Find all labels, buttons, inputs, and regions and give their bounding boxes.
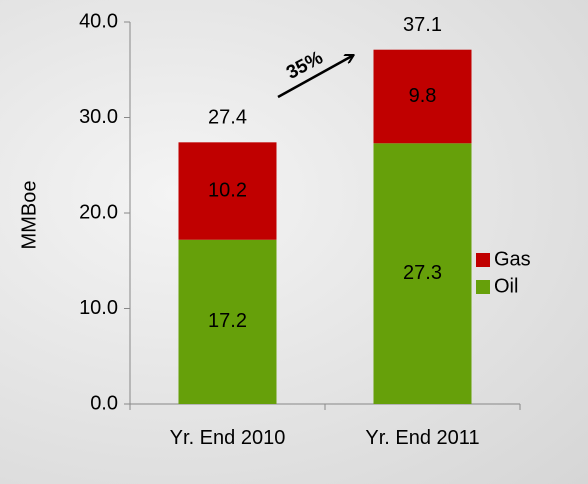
- data-label: 17.2: [208, 310, 247, 332]
- bar-segment: [373, 49, 472, 144]
- total-label: 37.1: [403, 14, 442, 36]
- legend-swatch: [476, 253, 490, 267]
- y-tick-label: 0.0: [90, 392, 118, 414]
- data-label: 10.2: [208, 179, 247, 201]
- x-tick-label: Yr. End 2011: [365, 427, 480, 449]
- total-label: 27.4: [208, 107, 247, 129]
- y-axis-title: MMBoe: [18, 181, 40, 250]
- y-tick-label: 20.0: [79, 201, 118, 223]
- bar-segment: [178, 142, 277, 240]
- legend-swatch: [476, 280, 490, 294]
- legend-label: Gas: [494, 248, 531, 270]
- bar-segment: [178, 239, 277, 404]
- annotation: 35%: [283, 47, 327, 83]
- data-label: 27.3: [403, 262, 442, 284]
- y-tick-label: 30.0: [79, 106, 118, 128]
- legend-label: Oil: [494, 275, 518, 297]
- growth-arrow: [277, 56, 352, 99]
- y-tick-label: 40.0: [79, 10, 118, 32]
- y-tick-label: 10.0: [79, 297, 118, 319]
- data-label: 9.8: [409, 85, 437, 107]
- x-tick-label: Yr. End 2010: [169, 427, 286, 449]
- bar-segment: [373, 143, 472, 404]
